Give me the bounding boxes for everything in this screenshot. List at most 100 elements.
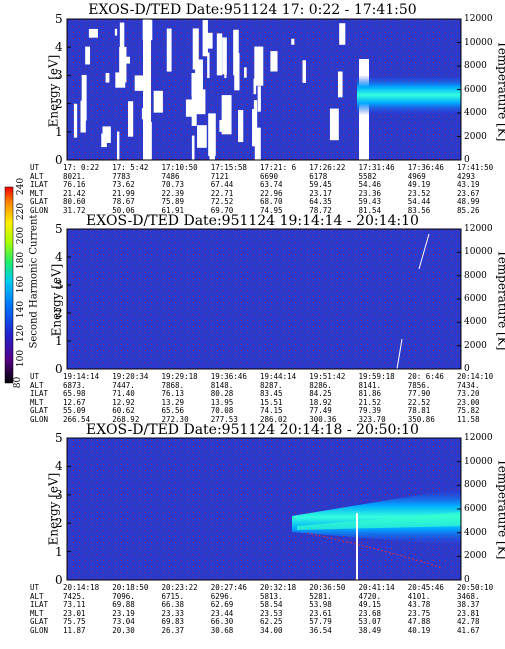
ephemeris-row: UT 17: 0:22 17: 5:42 17:10:50 17:15:58 17:21:…: [0, 163, 505, 172]
ephemeris-value: 19:44:14: [260, 372, 297, 381]
ephemeris-value: 48.99: [457, 197, 480, 206]
ephemeris-value: 53.07: [358, 617, 382, 626]
ephemeris-value: 73.62: [112, 180, 135, 189]
ephemeris-value: 70.08: [210, 406, 234, 415]
ephemeris-value: 21.99: [112, 188, 135, 198]
data-gap: [329, 108, 339, 141]
ephemeris-value: 20: 6:46: [407, 372, 444, 381]
ephemeris-value: 7856.: [407, 380, 431, 390]
ephemeris-value: 8141.: [358, 380, 382, 390]
ephemeris-value: 20:18:50: [112, 583, 149, 592]
y-tick-label: 2: [55, 306, 63, 320]
ephemeris-value: 17: 5:42: [112, 163, 149, 172]
colorbar-tick-label: 120: [16, 324, 27, 343]
ephemeris-value: 23.52: [407, 188, 431, 198]
ephemeris-value: 20:14:10: [457, 372, 494, 381]
ephemeris-value: 6715.: [161, 591, 185, 601]
ephemeris-value: 17: 0:22: [63, 163, 100, 172]
ephemeris-row: GLAT 55.09 60.62 65.56 70.08 74.15 77.49 79.39 7…: [0, 406, 505, 415]
ephemeris-value: 76.16: [63, 180, 86, 189]
ephemeris-value: 75.82: [457, 406, 480, 415]
data-gap: [192, 28, 199, 70]
ephemeris-value: 26.37: [161, 625, 185, 635]
y2-tick-label: 4000: [464, 317, 487, 328]
ephemeris-value: 20.30: [112, 625, 135, 635]
ephemeris-label: MLT: [30, 608, 44, 618]
ephemeris-value: 21.52: [358, 397, 382, 407]
data-gap: [153, 90, 163, 113]
ephemeris-value: 73.04: [112, 617, 135, 626]
ephemeris-row: UT 20:14:18 20:18:50 20:23:22 20:27:46 20:32:…: [0, 583, 505, 592]
colorbar-tick-label: 220: [16, 202, 27, 220]
ephemeris-value: 85.26: [457, 205, 480, 215]
ephemeris-value: 79.39: [358, 406, 382, 415]
data-gap: [73, 103, 78, 138]
data-gap: [222, 37, 227, 75]
colorbar-tick-label: 100: [16, 349, 27, 367]
ephemeris-value: 63.74: [260, 180, 283, 189]
ephemeris-value: 3468.: [457, 591, 480, 601]
ephemeris-value: 17:36:46: [407, 163, 444, 172]
y-tick-label: 4: [55, 40, 63, 55]
ephemeris-value: 57.79: [309, 617, 332, 626]
ephemeris-value: 17:15:58: [210, 163, 247, 172]
ephemeris-label: MLT: [30, 397, 44, 407]
ephemeris-row: ALT 8021. 7783 7486 7121 6690 6178 5582 4969 4293: [0, 172, 505, 181]
ephemeris-label: ILAT: [30, 389, 49, 398]
data-gap: [254, 127, 261, 161]
ephemeris-value: 53.98: [309, 600, 332, 609]
ephemeris-value: 5813.: [260, 591, 283, 601]
data-gap: [253, 78, 257, 95]
data-gap: [233, 29, 239, 76]
data-gap: [102, 126, 111, 143]
y-tick-label: 5: [55, 222, 63, 236]
y2-tick-label: 6000: [464, 294, 487, 304]
ephemeris-value: 23.01: [63, 608, 86, 618]
ephemeris-row: ALT 6873. 7447. 7868. 8148. 8287. 8286. 8141. 78…: [0, 381, 505, 390]
ephemeris-value: 23.00: [457, 397, 480, 407]
band-core: [297, 512, 461, 530]
y2-tick-label: 6000: [464, 84, 487, 95]
temperature-trace: [306, 532, 443, 569]
ephemeris-value: 38.37: [457, 600, 480, 609]
ephemeris-value: 50.06: [112, 205, 135, 215]
ephemeris-value: 80.28: [210, 389, 234, 398]
panel3-title: EXOS-D/TED Date:951124 20:14:18 - 20:50:…: [86, 422, 419, 438]
data-gap: [88, 28, 98, 38]
y2-tick-label: 8000: [464, 480, 487, 491]
ephemeris-value: 17:41:50: [457, 163, 494, 172]
data-gap: [257, 86, 261, 112]
y-tick-label: 1: [55, 544, 63, 559]
data-gap: [185, 99, 193, 117]
ephemeris-value: 83.45: [260, 389, 283, 398]
ephemeris-value: 20:41:14: [358, 583, 395, 592]
ephemeris-value: 30.68: [210, 625, 234, 635]
data-gap: [253, 100, 258, 113]
ephemeris-value: 66.30: [210, 617, 234, 626]
ephemeris-value: 19:20:34: [112, 372, 149, 381]
ephemeris-value: 272.30: [161, 414, 189, 424]
ephemeris-value: 6690: [260, 171, 279, 181]
ephemeris-value: 54.46: [358, 180, 382, 189]
ephemeris-value: 55.09: [63, 406, 86, 415]
ephemeris-value: 7096.: [112, 591, 135, 601]
ephemeris-value: 23.81: [457, 608, 480, 618]
ephemeris-value: 7121: [210, 171, 229, 181]
ephemeris-value: 43.78: [407, 600, 431, 609]
y2-tick-label: 8000: [464, 61, 487, 71]
data-gap: [337, 71, 343, 98]
colorbar-tick-label: 240: [16, 177, 27, 196]
ephemeris-value: 59.45: [309, 180, 332, 189]
ephemeris-value: 75.75: [63, 617, 86, 626]
ephemeris-value: 66.38: [161, 600, 185, 609]
ephemeris-value: 20:23:22: [161, 583, 198, 592]
ephemeris-value: 31.72: [63, 205, 86, 215]
ephemeris-value: 6178: [309, 171, 328, 181]
ephemeris-value: 36.54: [309, 625, 332, 635]
ephemeris-row: MLT 12.67 12.92 13.29 13.95 15.51 18.92 21.52 22…: [0, 398, 505, 407]
ephemeris-value: 11.87: [63, 625, 86, 635]
ephemeris-value: 80.60: [63, 197, 86, 206]
y2-tick-label: 0: [464, 155, 470, 165]
ephemeris-value: 65.98: [63, 389, 86, 398]
ephemeris-value: 78.81: [407, 406, 431, 415]
